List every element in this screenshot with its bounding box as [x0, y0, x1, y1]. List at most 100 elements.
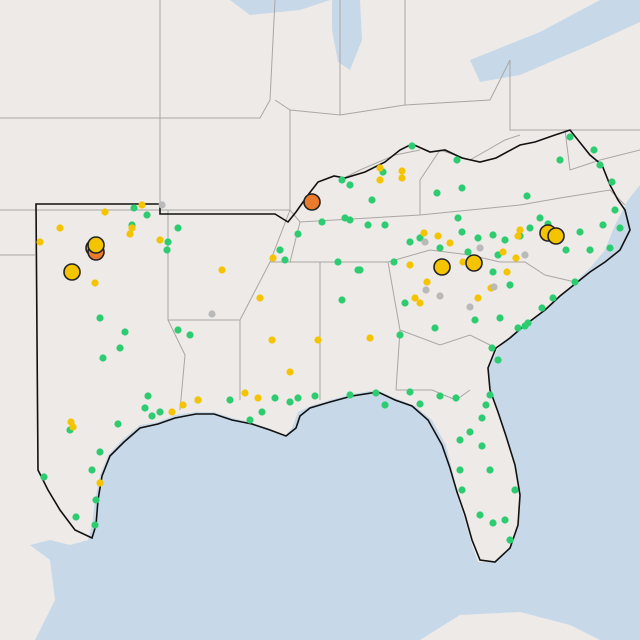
station-marker-dot[interactable]	[256, 294, 264, 302]
station-marker-dot[interactable]	[408, 142, 416, 150]
station-marker-dot[interactable]	[506, 281, 514, 289]
station-marker-dot[interactable]	[194, 396, 202, 404]
station-marker-dot[interactable]	[398, 174, 406, 182]
station-marker-dot[interactable]	[368, 196, 376, 204]
station-marker-dot[interactable]	[506, 536, 514, 544]
station-marker-dot[interactable]	[143, 211, 151, 219]
station-marker-dot[interactable]	[466, 303, 474, 311]
station-marker-dot[interactable]	[96, 479, 104, 487]
station-marker-dot[interactable]	[91, 279, 99, 287]
station-marker-dot[interactable]	[208, 310, 216, 318]
station-marker-dot[interactable]	[141, 404, 149, 412]
station-marker-dot[interactable]	[556, 156, 564, 164]
station-marker-dot[interactable]	[311, 392, 319, 400]
station-marker-dot[interactable]	[466, 428, 474, 436]
station-marker-dot[interactable]	[179, 401, 187, 409]
station-marker-dot[interactable]	[116, 344, 124, 352]
station-marker-dot[interactable]	[276, 246, 284, 254]
station-marker-dot[interactable]	[338, 296, 346, 304]
station-marker-dot[interactable]	[514, 324, 522, 332]
station-marker-dot[interactable]	[436, 392, 444, 400]
station-marker-dot[interactable]	[420, 229, 428, 237]
station-marker-dot[interactable]	[96, 448, 104, 456]
station-marker-dot[interactable]	[486, 391, 494, 399]
station-marker-dot[interactable]	[608, 178, 616, 186]
station-marker-dot[interactable]	[364, 221, 372, 229]
station-marker-dot[interactable]	[549, 294, 557, 302]
station-marker-dot[interactable]	[69, 423, 77, 431]
station-marker-dot[interactable]	[431, 324, 439, 332]
station-marker-dot[interactable]	[458, 228, 466, 236]
station-marker-dot[interactable]	[174, 326, 182, 334]
station-marker-dot[interactable]	[596, 161, 604, 169]
station-marker-dot[interactable]	[376, 164, 384, 172]
station-marker-dot[interactable]	[526, 224, 534, 232]
station-marker-dot[interactable]	[130, 204, 138, 212]
station-marker-dot[interactable]	[490, 283, 498, 291]
station-marker-dot[interactable]	[346, 391, 354, 399]
station-marker-dot[interactable]	[156, 236, 164, 244]
station-marker-dot[interactable]	[446, 239, 454, 247]
station-marker-dot[interactable]	[268, 336, 276, 344]
station-marker-dot[interactable]	[456, 436, 464, 444]
station-marker-dot[interactable]	[474, 294, 482, 302]
station-marker-dot[interactable]	[148, 412, 156, 420]
station-marker-dot[interactable]	[92, 496, 100, 504]
station-marker-dot[interactable]	[294, 230, 302, 238]
station-marker-dot[interactable]	[341, 214, 349, 222]
station-marker-dot[interactable]	[372, 389, 380, 397]
station-marker-dot[interactable]	[126, 230, 134, 238]
station-marker-dot[interactable]	[471, 316, 479, 324]
station-marker-dot[interactable]	[514, 232, 522, 240]
station-marker-dot[interactable]	[616, 224, 624, 232]
station-marker-dot[interactable]	[536, 214, 544, 222]
station-marker-dot[interactable]	[144, 392, 152, 400]
station-marker-dot[interactable]	[456, 466, 464, 474]
station-marker-dot[interactable]	[226, 396, 234, 404]
station-marker-dot[interactable]	[128, 224, 136, 232]
station-marker-dot[interactable]	[458, 184, 466, 192]
station-marker-dot[interactable]	[454, 214, 462, 222]
station-marker-dot[interactable]	[611, 206, 619, 214]
station-marker-dot[interactable]	[459, 258, 467, 266]
station-marker-dot[interactable]	[496, 314, 504, 322]
station-marker-dot[interactable]	[488, 344, 496, 352]
station-marker-dot[interactable]	[36, 238, 44, 246]
station-marker-dot[interactable]	[486, 466, 494, 474]
station-marker-dot[interactable]	[271, 394, 279, 402]
station-marker-dot[interactable]	[381, 401, 389, 409]
station-marker-dot[interactable]	[72, 513, 80, 521]
station-marker-dot[interactable]	[91, 521, 99, 529]
station-marker-large[interactable]	[465, 254, 483, 272]
station-marker-dot[interactable]	[478, 442, 486, 450]
station-marker-dot[interactable]	[218, 266, 226, 274]
station-marker-dot[interactable]	[464, 248, 472, 256]
station-marker-dot[interactable]	[411, 294, 419, 302]
station-marker-dot[interactable]	[401, 299, 409, 307]
station-marker-dot[interactable]	[586, 246, 594, 254]
station-marker-dot[interactable]	[562, 246, 570, 254]
station-marker-dot[interactable]	[571, 278, 579, 286]
station-marker-dot[interactable]	[258, 408, 266, 416]
station-marker-dot[interactable]	[346, 181, 354, 189]
station-marker-dot[interactable]	[294, 394, 302, 402]
station-marker-dot[interactable]	[314, 336, 322, 344]
station-marker-dot[interactable]	[489, 268, 497, 276]
station-marker-dot[interactable]	[398, 167, 406, 175]
station-marker-large[interactable]	[87, 236, 105, 254]
station-marker-dot[interactable]	[482, 401, 490, 409]
station-marker-dot[interactable]	[590, 146, 598, 154]
station-marker-dot[interactable]	[88, 466, 96, 474]
station-marker-dot[interactable]	[138, 201, 146, 209]
station-marker-dot[interactable]	[101, 208, 109, 216]
station-marker-dot[interactable]	[40, 473, 48, 481]
station-marker-dot[interactable]	[421, 238, 429, 246]
station-marker-dot[interactable]	[269, 254, 277, 262]
station-marker-dot[interactable]	[434, 232, 442, 240]
station-marker-dot[interactable]	[423, 278, 431, 286]
station-marker-dot[interactable]	[376, 176, 384, 184]
station-marker-dot[interactable]	[406, 261, 414, 269]
station-marker-dot[interactable]	[511, 486, 519, 494]
station-marker-dot[interactable]	[390, 258, 398, 266]
